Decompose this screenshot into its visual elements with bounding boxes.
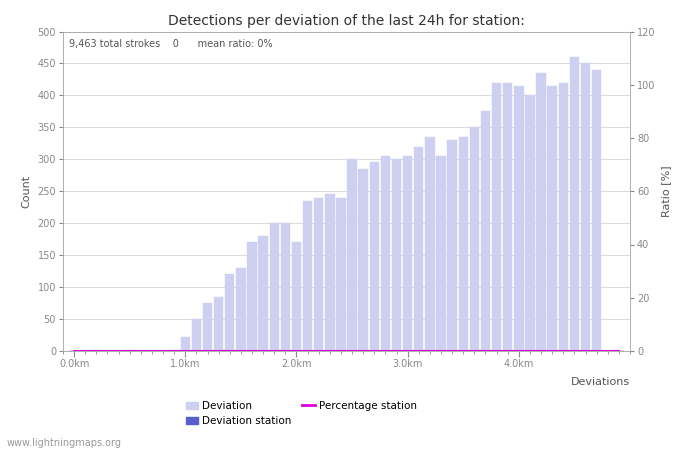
Y-axis label: Ratio [%]: Ratio [%] <box>661 166 671 217</box>
Bar <box>425 137 435 351</box>
Bar <box>236 268 246 351</box>
Bar <box>525 95 535 351</box>
Bar <box>481 112 490 351</box>
Title: Detections per deviation of the last 24h for station:: Detections per deviation of the last 24h… <box>168 14 525 27</box>
Bar <box>470 127 479 351</box>
Bar <box>292 243 301 351</box>
Bar <box>203 303 212 351</box>
Bar <box>258 236 268 351</box>
Bar <box>492 83 501 351</box>
Bar <box>370 162 379 351</box>
Bar <box>92 350 101 351</box>
Bar <box>581 63 590 351</box>
Bar <box>347 159 357 351</box>
Bar <box>458 137 468 351</box>
Bar <box>225 274 235 351</box>
Bar <box>314 198 323 351</box>
Bar <box>403 156 412 351</box>
Bar <box>559 83 568 351</box>
Bar <box>381 156 390 351</box>
Bar <box>514 86 524 351</box>
Bar <box>447 140 457 351</box>
Bar <box>536 73 546 351</box>
Bar <box>214 297 223 351</box>
Bar <box>336 198 346 351</box>
Bar <box>325 194 335 351</box>
Text: www.lightningmaps.org: www.lightningmaps.org <box>7 438 122 448</box>
Bar <box>192 319 201 351</box>
Bar <box>281 223 290 351</box>
Bar <box>592 70 601 351</box>
Bar <box>270 223 279 351</box>
Bar <box>358 169 368 351</box>
Text: 9,463 total strokes    0      mean ratio: 0%: 9,463 total strokes 0 mean ratio: 0% <box>69 40 272 50</box>
Y-axis label: Count: Count <box>22 175 32 208</box>
Bar <box>303 201 312 351</box>
Bar <box>547 86 557 351</box>
Bar <box>392 159 401 351</box>
Text: Deviations: Deviations <box>571 377 630 387</box>
Bar <box>570 57 579 351</box>
Bar <box>503 83 512 351</box>
Bar <box>436 156 446 351</box>
Bar <box>247 243 257 351</box>
Bar <box>181 337 190 351</box>
Legend: Deviation, Deviation station, Percentage station: Deviation, Deviation station, Percentage… <box>186 401 416 426</box>
Bar <box>414 147 424 351</box>
